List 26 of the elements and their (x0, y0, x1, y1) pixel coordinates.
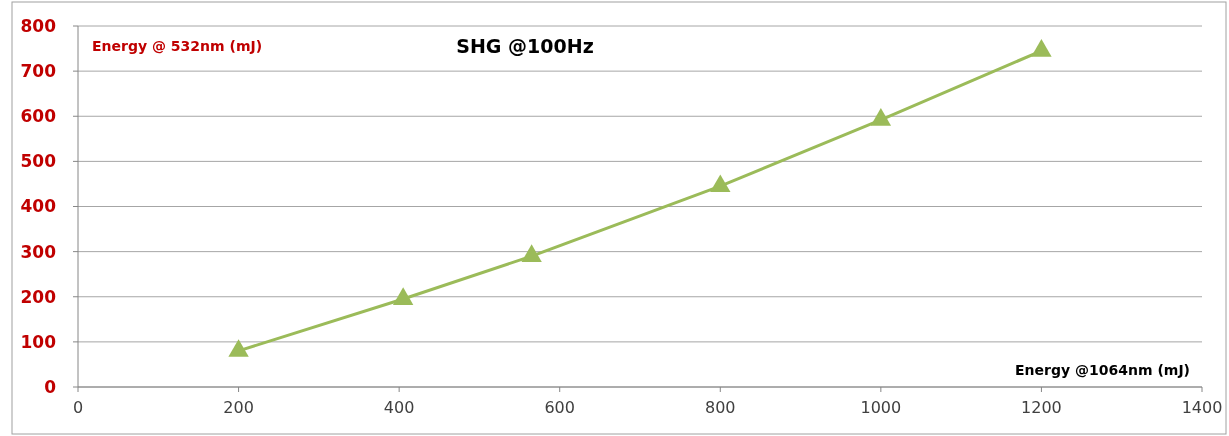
y-axis-title: Energy @ 532nm (mJ) (92, 38, 263, 54)
y-tick-label: 0 (44, 376, 57, 397)
y-tick-label: 800 (20, 15, 57, 36)
point (1031, 39, 1052, 57)
x-tick-label: 600 (544, 398, 575, 417)
x-tick-label: 0 (72, 398, 84, 417)
point (228, 339, 249, 357)
point (392, 287, 414, 305)
text: SHG @100Hz (456, 35, 594, 57)
y-tick-label: 700 (20, 61, 57, 82)
x-tick-label: 200 (223, 398, 254, 417)
y-tick-label: 600 (20, 106, 57, 127)
y-tick-label: 500 (20, 151, 57, 172)
x-tick-label: 1400 (1181, 398, 1223, 417)
y-tick-label: 400 (20, 196, 57, 217)
x-tick-label: 800 (705, 398, 736, 417)
x-tick-label: 1200 (1021, 398, 1062, 417)
point (870, 108, 892, 126)
x-tick-label: 400 (383, 398, 415, 417)
y-tick-label: 200 (20, 286, 57, 307)
x-tick-label: 1000 (860, 398, 902, 417)
x-axis-title: Energy @1064nm (mJ) (1015, 362, 1190, 378)
y-tick-label: 100 (20, 331, 57, 352)
y-tick-label: 300 (20, 241, 57, 262)
point (710, 174, 731, 193)
point (521, 244, 542, 263)
